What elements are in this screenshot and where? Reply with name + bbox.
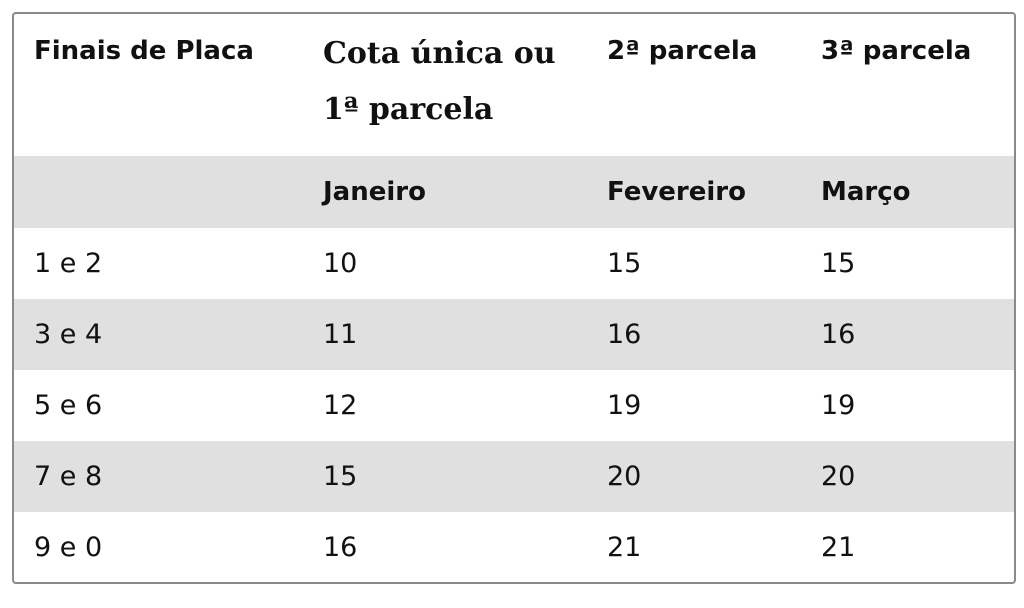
plate-endings-cell: 7 e 8 bbox=[34, 461, 103, 492]
second-installment-cell: 15 bbox=[607, 248, 642, 279]
header-row: Finais de Placa Cota única ou 1ª parcela… bbox=[14, 14, 1014, 156]
first-installment-cell: 10 bbox=[323, 248, 358, 279]
first-installment-cell: 16 bbox=[323, 532, 358, 563]
second-installment-cell: 20 bbox=[607, 461, 642, 492]
first-installment-cell: 12 bbox=[323, 390, 358, 421]
table-row: 1 e 2 10 15 15 bbox=[14, 228, 1014, 299]
payment-schedule-table: Finais de Placa Cota única ou 1ª parcela… bbox=[14, 14, 1014, 582]
month-cell bbox=[14, 156, 303, 228]
first-installment-cell: 15 bbox=[323, 461, 358, 492]
first-installment-cell: 11 bbox=[323, 319, 358, 350]
table-row: 7 e 8 15 20 20 bbox=[14, 441, 1014, 512]
month-row: Janeiro Fevereiro Março bbox=[14, 156, 1014, 228]
third-installment-cell: 21 bbox=[821, 532, 856, 563]
header-second-installment: 2ª parcela bbox=[607, 36, 758, 66]
plate-endings-cell: 3 e 4 bbox=[34, 319, 103, 350]
header-plate-endings: Finais de Placa bbox=[34, 36, 254, 66]
table-row: 3 e 4 11 16 16 bbox=[14, 299, 1014, 370]
header-third-installment: 3ª parcela bbox=[821, 36, 972, 66]
month-cell: Março bbox=[821, 177, 911, 207]
table-container: Finais de Placa Cota única ou 1ª parcela… bbox=[12, 12, 1016, 584]
third-installment-cell: 16 bbox=[821, 319, 856, 350]
month-cell: Janeiro bbox=[323, 177, 426, 207]
header-single-or-first-installment: Cota única ou 1ª parcela bbox=[323, 36, 556, 127]
plate-endings-cell: 9 e 0 bbox=[34, 532, 103, 563]
third-installment-cell: 19 bbox=[821, 390, 856, 421]
second-installment-cell: 19 bbox=[607, 390, 642, 421]
second-installment-cell: 21 bbox=[607, 532, 642, 563]
table-row: 9 e 0 16 21 21 bbox=[14, 512, 1014, 582]
plate-endings-cell: 1 e 2 bbox=[34, 248, 103, 279]
third-installment-cell: 15 bbox=[821, 248, 856, 279]
plate-endings-cell: 5 e 6 bbox=[34, 390, 103, 421]
third-installment-cell: 20 bbox=[821, 461, 856, 492]
month-cell: Fevereiro bbox=[607, 177, 746, 207]
second-installment-cell: 16 bbox=[607, 319, 642, 350]
table-row: 5 e 6 12 19 19 bbox=[14, 370, 1014, 441]
